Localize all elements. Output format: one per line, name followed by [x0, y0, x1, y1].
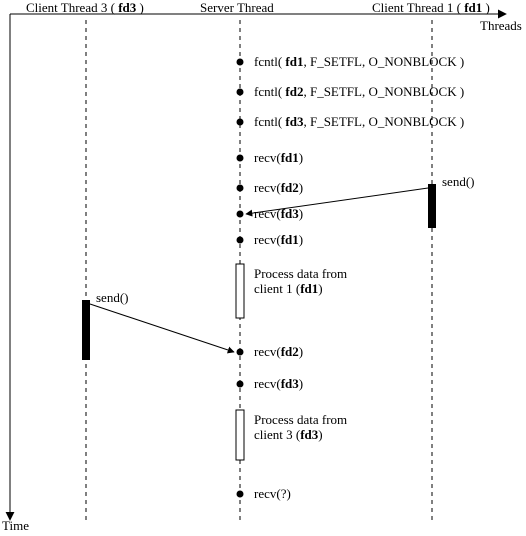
activation-bar: [428, 184, 436, 228]
event-label: fcntl( fd2, F_SETFL, O_NONBLOCK ): [254, 84, 464, 99]
event-dot: [237, 119, 244, 126]
event-dot: [237, 185, 244, 192]
activation-bar: [82, 300, 90, 360]
thread-header-client3: Client Thread 3 ( fd3 ): [26, 0, 144, 15]
message-arrow: [90, 304, 234, 352]
process-label: Process data fromclient 1 (fd1): [254, 266, 347, 296]
activation-label: send(): [442, 174, 475, 189]
event-dot: [237, 237, 244, 244]
event-label: recv(fd2): [254, 180, 303, 195]
event-label: recv(fd1): [254, 232, 303, 247]
event-label: recv(fd3): [254, 376, 303, 391]
event-label: recv(fd3): [254, 206, 303, 221]
event-dot: [237, 59, 244, 66]
event-dot: [237, 349, 244, 356]
process-label: Process data fromclient 3 (fd3): [254, 412, 347, 442]
event-label: recv(?): [254, 486, 291, 501]
event-dot: [237, 491, 244, 498]
event-label: fcntl( fd3, F_SETFL, O_NONBLOCK ): [254, 114, 464, 129]
sequence-diagram: Threads Time Client Thread 3 ( fd3 ) Server…: [0, 0, 526, 536]
thread-header-server: Server Thread: [200, 0, 274, 15]
event-dot: [237, 155, 244, 162]
event-label: recv(fd1): [254, 150, 303, 165]
event-dot: [237, 381, 244, 388]
event-dot: [237, 211, 244, 218]
activation-label: send(): [96, 290, 129, 305]
event-label: recv(fd2): [254, 344, 303, 359]
threads-axis-label: Threads: [480, 18, 522, 33]
event-dot: [237, 89, 244, 96]
event-label: fcntl( fd1, F_SETFL, O_NONBLOCK ): [254, 54, 464, 69]
process-box: [236, 264, 244, 318]
time-axis-label: Time: [2, 518, 29, 533]
process-box: [236, 410, 244, 460]
thread-header-client1: Client Thread 1 ( fd1 ): [372, 0, 490, 15]
